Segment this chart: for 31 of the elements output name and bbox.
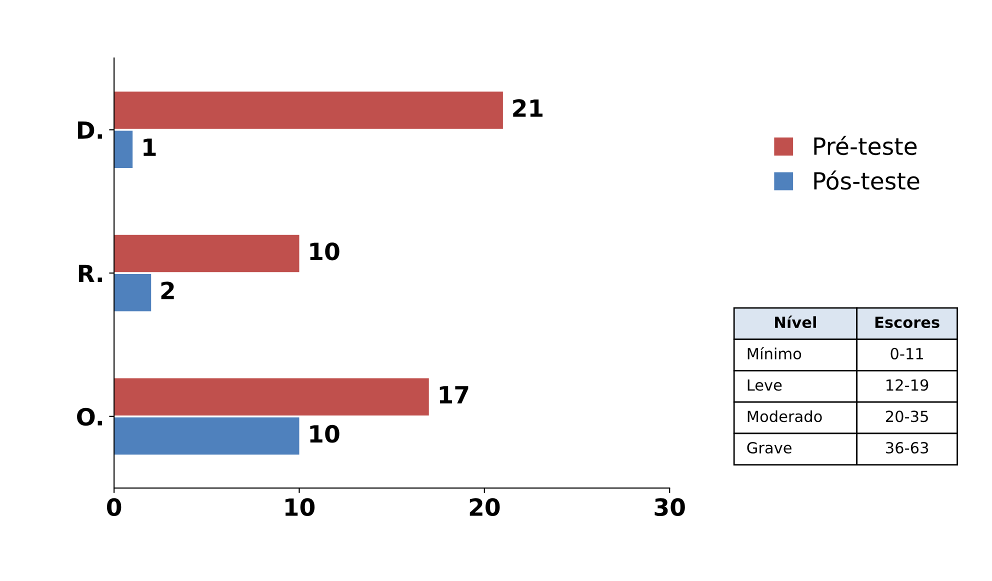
bar	[114, 130, 133, 168]
y-tick-label: R.	[78, 264, 102, 282]
data-label: 1	[144, 138, 156, 156]
bar	[114, 234, 300, 272]
x-tick-label: 20	[470, 498, 500, 516]
text: Nível	[775, 316, 816, 328]
y-tick-label: D.	[78, 122, 102, 139]
bar	[114, 92, 503, 129]
text: Moderado	[748, 410, 822, 422]
text: 20-35	[886, 410, 928, 422]
text: 36-63	[886, 442, 928, 454]
x-tick-label: 0	[106, 498, 122, 516]
data-label: 17	[440, 386, 468, 404]
data-label: 21	[513, 99, 543, 117]
y-tick-label: O.	[77, 408, 102, 426]
bar	[114, 378, 429, 416]
data-label: 10	[310, 424, 340, 443]
data-label: 10	[310, 242, 340, 260]
legend-label: Pós-teste	[814, 170, 920, 190]
text: Leve	[748, 379, 782, 391]
text: Grave	[747, 442, 792, 454]
data-label: 2	[161, 282, 174, 300]
text: Mínimo	[748, 346, 802, 360]
text: 12-19	[886, 379, 928, 391]
text: Escores	[875, 316, 940, 328]
text: 0-11	[890, 348, 923, 360]
x-tick-label: 30	[654, 498, 685, 516]
legend-label: Pré-teste	[814, 136, 917, 156]
bar	[114, 274, 152, 312]
bar	[114, 417, 300, 455]
x-tick-label: 10	[285, 498, 315, 516]
